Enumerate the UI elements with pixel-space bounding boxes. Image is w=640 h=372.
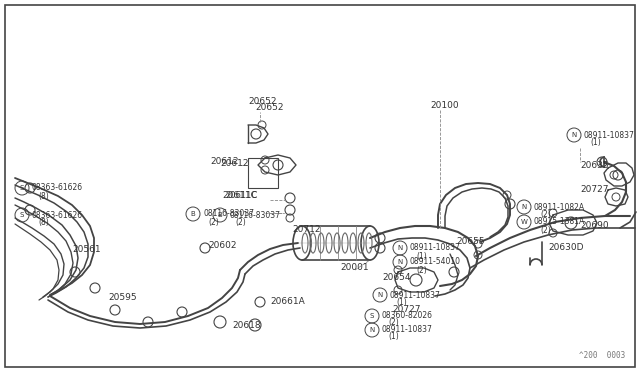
Text: 20612: 20612 [210, 157, 239, 167]
Text: N: N [397, 259, 403, 265]
Text: 08911-54010: 08911-54010 [410, 257, 461, 266]
Text: 20001: 20001 [340, 263, 369, 272]
Text: 20100: 20100 [430, 100, 459, 109]
Text: 08911-10837: 08911-10837 [390, 291, 441, 299]
Text: B: B [218, 212, 222, 218]
Text: 08116-83037: 08116-83037 [230, 211, 281, 219]
Text: 08363-61626: 08363-61626 [32, 183, 83, 192]
Text: 20611C: 20611C [222, 190, 257, 199]
Text: 20561: 20561 [72, 246, 100, 254]
Text: (1): (1) [388, 333, 399, 341]
Text: S: S [20, 185, 24, 191]
Text: (1): (1) [590, 138, 601, 148]
Text: ^200  0003: ^200 0003 [579, 351, 625, 360]
Text: 20661A: 20661A [270, 298, 305, 307]
Text: N: N [397, 245, 403, 251]
Text: 20602: 20602 [208, 241, 237, 250]
Text: (8): (8) [38, 218, 49, 227]
Text: N: N [369, 327, 374, 333]
Text: N: N [378, 292, 383, 298]
Text: (2): (2) [540, 211, 551, 219]
Text: S: S [20, 212, 24, 218]
Text: 20635: 20635 [580, 160, 609, 170]
Text: N: N [522, 204, 527, 210]
Text: 08360-82026: 08360-82026 [382, 311, 433, 321]
Text: (2): (2) [540, 225, 551, 234]
Text: 20712: 20712 [292, 225, 321, 234]
Text: 20595: 20595 [108, 294, 136, 302]
Text: (8): (8) [38, 192, 49, 201]
Text: 08911-10837: 08911-10837 [382, 326, 433, 334]
Text: 08915-1381A: 08915-1381A [534, 218, 585, 227]
Text: W: W [520, 219, 527, 225]
Text: (2): (2) [208, 218, 219, 227]
Text: (1): (1) [396, 298, 407, 308]
Text: S: S [370, 313, 374, 319]
Text: (2): (2) [235, 218, 246, 227]
Text: 20652: 20652 [248, 97, 276, 106]
Text: 20654: 20654 [382, 273, 410, 282]
Text: 08363-61626: 08363-61626 [32, 211, 83, 219]
Text: 08911-10837: 08911-10837 [584, 131, 635, 140]
Text: 20727: 20727 [392, 305, 420, 314]
Text: 20652: 20652 [255, 103, 284, 112]
Text: B: B [191, 211, 195, 217]
Text: 20612: 20612 [220, 158, 248, 167]
Bar [248, 158, 278, 188]
Text: (2): (2) [416, 266, 427, 275]
Text: 08911-1082A: 08911-1082A [534, 202, 585, 212]
Text: 20727: 20727 [580, 186, 609, 195]
Text: (2): (2) [388, 318, 399, 327]
Text: 20630D: 20630D [548, 244, 584, 253]
Text: (1): (1) [416, 251, 427, 260]
Text: 20655: 20655 [456, 237, 484, 247]
Text: N: N [572, 132, 577, 138]
Text: 08911-10837: 08911-10837 [410, 244, 461, 253]
Text: 20618: 20618 [232, 321, 260, 330]
Text: 20690: 20690 [580, 221, 609, 230]
Text: 20611C: 20611C [225, 192, 257, 201]
Text: 08116-83037: 08116-83037 [204, 209, 255, 218]
